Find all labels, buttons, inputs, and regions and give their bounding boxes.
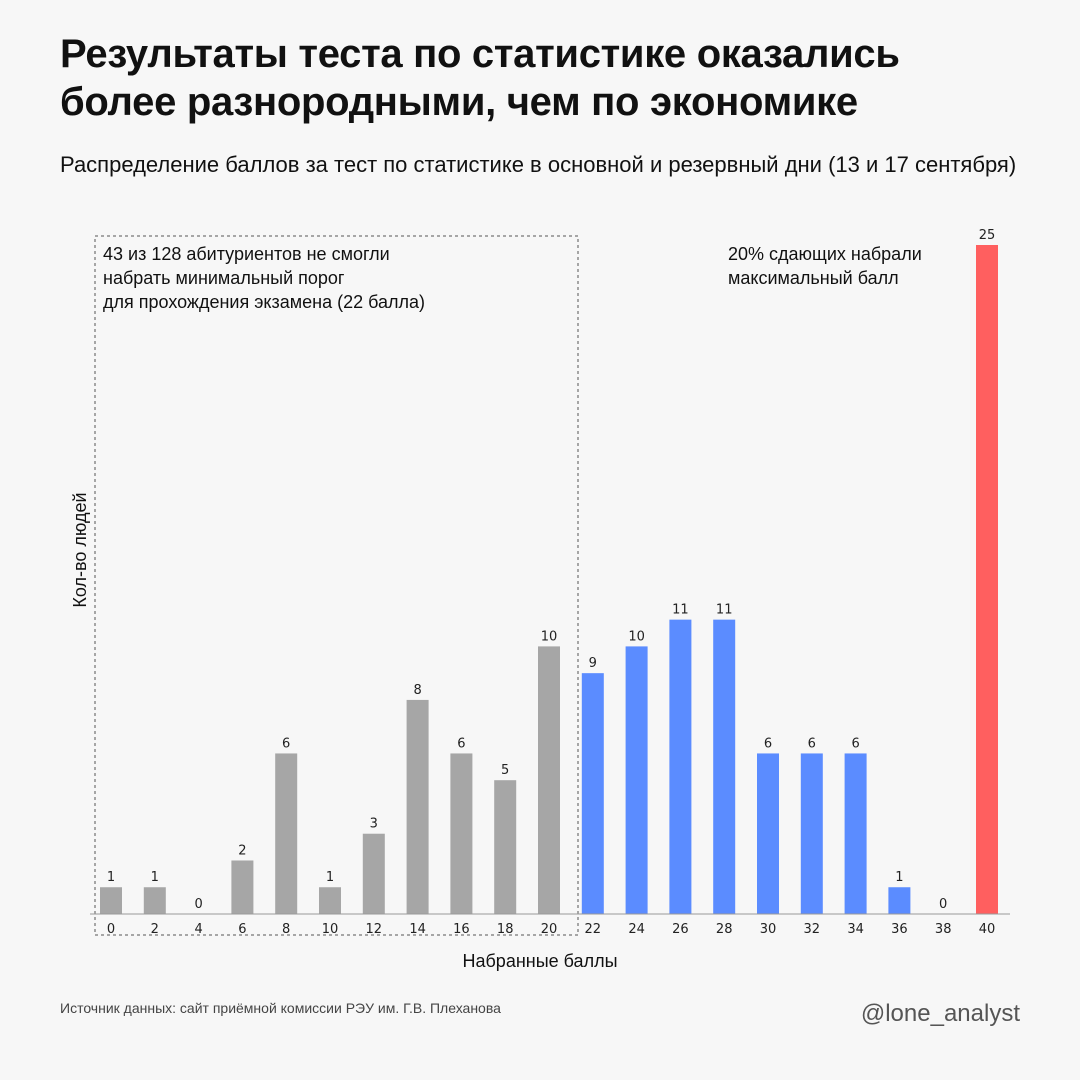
bar-24: [625, 646, 648, 914]
chart-subtitle: Распределение баллов за тест по статисти…: [60, 152, 1017, 177]
x-tick-20: 20: [541, 922, 558, 937]
bar-16: [450, 753, 473, 914]
bar-18: [494, 780, 517, 914]
x-tick-32: 32: [804, 922, 821, 937]
bar-36: [888, 887, 911, 914]
x-tick-10: 10: [322, 922, 339, 937]
data-label-26: 11: [672, 603, 689, 618]
below-threshold-annotation: 43 из 128 абитуриентов не смогли набрать…: [103, 244, 426, 312]
x-tick-22: 22: [585, 922, 602, 937]
x-tick-6: 6: [238, 922, 246, 937]
author-handle: @lone_analyst: [860, 1000, 1020, 1027]
bar-28: [713, 619, 736, 914]
x-tick-34: 34: [847, 922, 864, 937]
below-threshold-region: [94, 235, 579, 936]
x-tick-16: 16: [453, 922, 470, 937]
x-tick-12: 12: [366, 922, 383, 937]
data-label-24: 10: [628, 629, 645, 644]
bar-10: [319, 887, 341, 914]
x-tick-14: 14: [409, 922, 426, 937]
bar-14: [406, 699, 429, 914]
bar-26: [669, 619, 692, 914]
max-score-annotation: 20% сдающих набрали максимальный балл: [728, 244, 922, 288]
data-label-36: 1: [895, 870, 903, 885]
data-label-16: 6: [457, 736, 465, 751]
bar-20: [538, 646, 560, 914]
data-label-10: 1: [326, 870, 334, 885]
x-tick-30: 30: [760, 922, 777, 937]
bar-6: [231, 860, 254, 914]
data-label-34: 6: [851, 736, 859, 751]
data-label-38: 0: [939, 897, 947, 912]
data-label-6: 2: [238, 843, 246, 858]
bar-2: [143, 887, 166, 914]
x-tick-28: 28: [716, 922, 733, 937]
x-tick-2: 2: [151, 922, 159, 937]
data-label-22: 9: [589, 656, 597, 671]
x-tick-40: 40: [979, 922, 996, 937]
bar-22: [581, 673, 604, 914]
bar-12: [362, 833, 385, 914]
data-label-2: 1: [151, 870, 159, 885]
data-label-18: 5: [501, 763, 509, 778]
data-source-note: Источник данных: сайт приёмной комиссии …: [60, 1000, 501, 1016]
data-label-20: 10: [541, 629, 558, 644]
data-label-0: 1: [107, 870, 115, 885]
x-axis-title: Набранные баллы: [462, 951, 617, 971]
x-tick-4: 4: [194, 922, 202, 937]
bar-32: [800, 753, 823, 914]
x-tick-36: 36: [891, 922, 908, 937]
data-label-40: 25: [979, 228, 996, 243]
x-tick-26: 26: [672, 922, 689, 937]
bar-40: [976, 245, 998, 914]
bar-30: [757, 753, 779, 914]
bar-34: [844, 753, 867, 914]
x-tick-8: 8: [282, 922, 290, 937]
chart-title: Результаты теста по статистике оказались…: [60, 32, 900, 124]
data-label-4: 0: [194, 897, 202, 912]
data-label-12: 3: [370, 817, 378, 832]
data-label-14: 8: [413, 683, 421, 698]
data-label-8: 6: [282, 736, 290, 751]
x-tick-18: 18: [497, 922, 514, 937]
data-label-32: 6: [808, 736, 816, 751]
x-tick-38: 38: [935, 922, 952, 937]
x-tick-24: 24: [628, 922, 645, 937]
x-tick-0: 0: [107, 922, 115, 937]
x-tick-labels: 0 2 4 6 8 10 12 14 16 18 20 22 24 26 28 30 32 34 36 38 40: [107, 922, 995, 937]
y-axis-title: Кол-во людей: [70, 492, 90, 607]
data-label-30: 6: [764, 736, 772, 751]
bar-0: [100, 887, 122, 914]
bars-group: [100, 245, 998, 914]
bar-8: [275, 753, 298, 914]
data-label-28: 11: [716, 603, 733, 618]
